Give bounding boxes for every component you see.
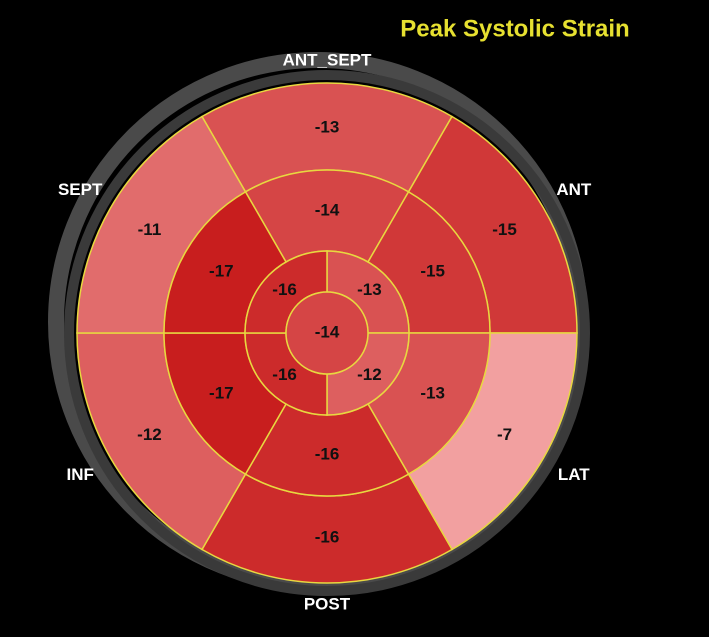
wall-label: POST <box>304 594 351 613</box>
segment-value: -12 <box>357 365 382 384</box>
segment-value: -16 <box>315 527 340 546</box>
wall-label: INF <box>66 465 93 484</box>
segment-value: -14 <box>315 322 340 341</box>
wall-label: LAT <box>558 465 590 484</box>
segment-value: -7 <box>497 425 512 444</box>
segment-value: -14 <box>315 200 340 219</box>
segment-value: -17 <box>209 261 234 280</box>
segment-value: -17 <box>209 383 234 402</box>
segment-value: -15 <box>420 261 445 280</box>
segment-value: -12 <box>137 425 162 444</box>
outer-ring <box>64 70 590 596</box>
segment-value: -13 <box>357 280 382 299</box>
segment-value: -13 <box>420 383 445 402</box>
segment-value: -16 <box>272 280 297 299</box>
wall-label: ANT <box>556 180 592 199</box>
segment-value: -16 <box>315 444 340 463</box>
segment <box>285 291 369 375</box>
segment-value: -16 <box>272 365 297 384</box>
wall-label: SEPT <box>58 180 103 199</box>
chart-title: Peak Systolic Strain <box>400 15 629 42</box>
segment-value: -13 <box>315 117 340 136</box>
wall-label: ANT_SEPT <box>283 50 372 69</box>
segment-value: -11 <box>138 220 162 239</box>
segment-value: -15 <box>492 220 517 239</box>
